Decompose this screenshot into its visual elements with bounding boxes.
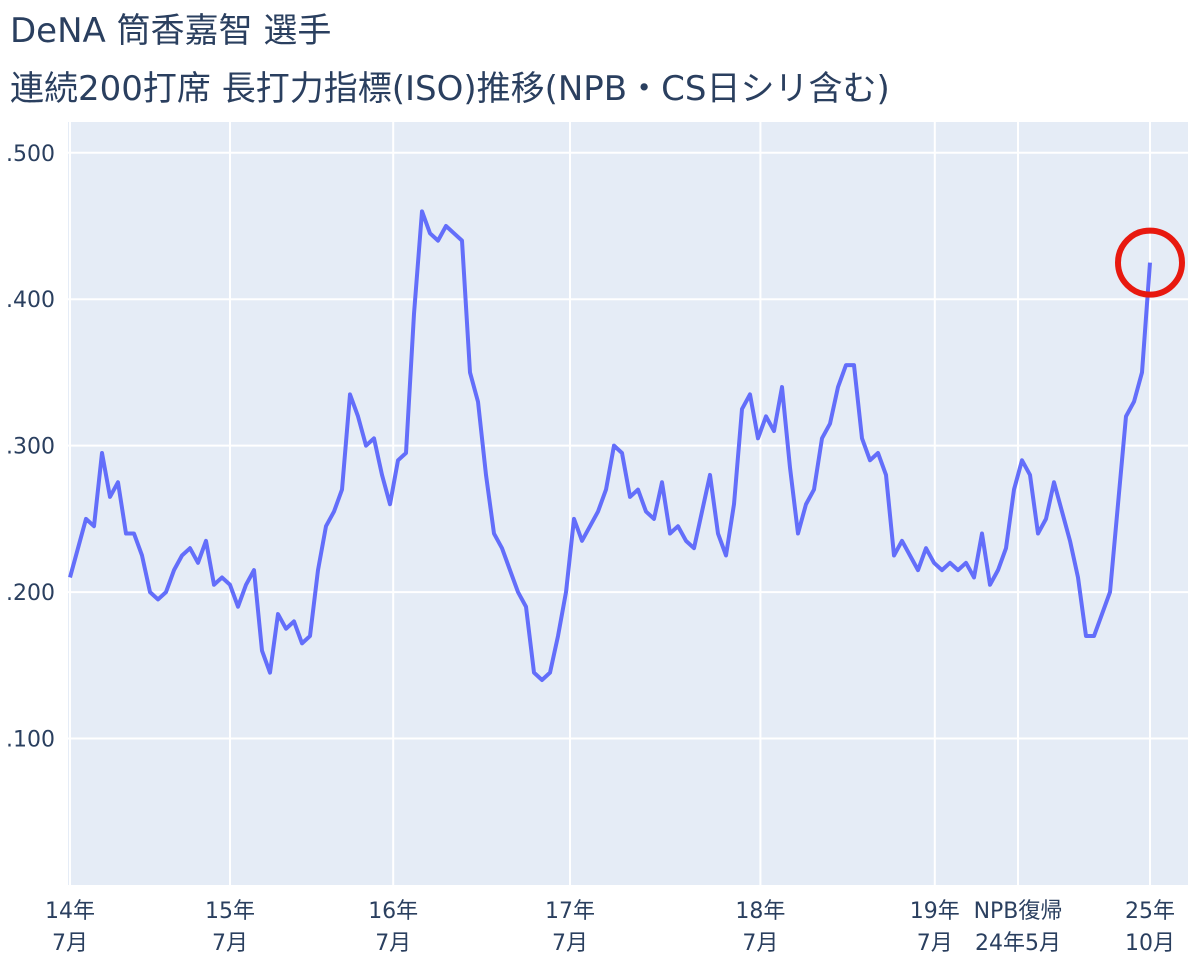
y-tick-label: .100	[6, 728, 55, 753]
x-tick-label: NPB復帰 24年5月	[974, 899, 1063, 956]
y-tick-label: .300	[6, 435, 55, 460]
x-tick-label: 15年 7月	[205, 899, 255, 956]
x-tick-label: 25年 10月	[1125, 899, 1175, 956]
y-tick-label: .400	[6, 288, 55, 313]
plot-background	[68, 122, 1188, 885]
y-tick-label: .200	[6, 581, 55, 606]
line	[68, 209, 1152, 682]
x-tick-label: 18年 7月	[735, 899, 785, 956]
chart-title: DeNA 筒香嘉智 選手	[10, 11, 331, 51]
y-tick-label: .500	[6, 142, 55, 167]
x-tick-label: 19年 7月	[910, 899, 960, 956]
x-tick-label: 17年 7月	[545, 899, 595, 956]
x-tick-label: 16年 7月	[368, 899, 418, 956]
highlight-circle	[1115, 227, 1185, 298]
chart-subtitle: 連続200打席 長打力指標(ISO)推移(NPB・CS日シリ含む)	[10, 69, 890, 109]
x-tick-label: 14年 7月	[45, 899, 95, 956]
